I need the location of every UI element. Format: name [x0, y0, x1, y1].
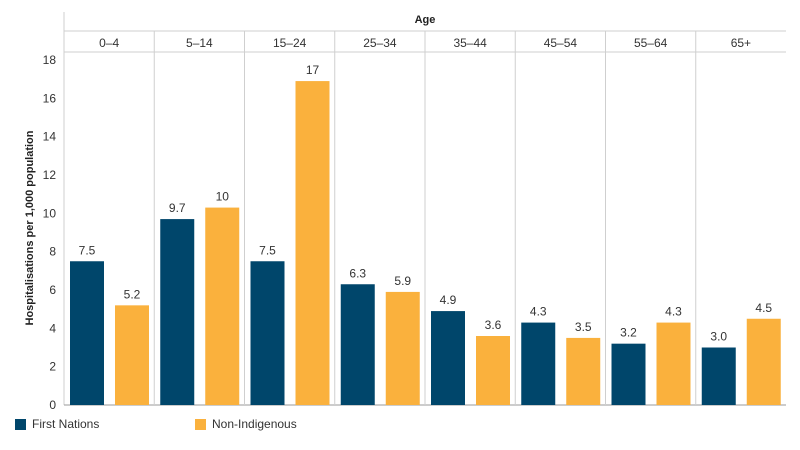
- bar-non-indigenous: [566, 337, 601, 405]
- legend-label-non-indigenous: Non-Indigenous: [212, 417, 297, 431]
- facet-label: 0–4: [99, 36, 119, 50]
- x-axis-title: Age: [415, 14, 436, 26]
- legend-swatch-non-indigenous: [195, 418, 206, 430]
- bar-value-label: 17: [306, 63, 320, 77]
- bar-value-label: 4.3: [530, 305, 547, 319]
- y-axis-title: Hospitalisations per 1,000 population: [24, 130, 36, 325]
- y-tick-label: 8: [49, 245, 56, 259]
- facet-label: 65+: [731, 36, 751, 50]
- y-tick-label: 12: [43, 168, 57, 182]
- legend-swatch-first-nations: [15, 418, 26, 430]
- bar-value-label: 3.6: [485, 318, 502, 332]
- bar-non-indigenous: [476, 336, 510, 405]
- bar-first-nations: [250, 261, 285, 405]
- bar-non-indigenous: [115, 305, 149, 405]
- bar-first-nations: [160, 219, 195, 405]
- y-axis-ticks: 0 2 4 6 8 10 12 14 16 18: [43, 53, 57, 412]
- bar-non-indigenous: [295, 81, 330, 405]
- facet-label: 45–54: [544, 36, 578, 50]
- bar-value-labels: 7.5 5.2 9.7 10 7.5 17 6.3 5.9 4.9 3.6 4.3 3.5 3.2 4.3…: [79, 63, 773, 343]
- bar-first-nations: [431, 311, 465, 405]
- bar-non-indigenous: [656, 322, 691, 405]
- bar-value-label: 5.9: [394, 274, 411, 288]
- bar-value-label: 3.0: [710, 330, 727, 344]
- bar-value-label: 3.5: [575, 320, 592, 334]
- y-tick-label: 0: [49, 398, 56, 412]
- facet-label: 55–64: [634, 36, 668, 50]
- bar-value-label: 5.2: [124, 287, 141, 301]
- bar-value-label: 6.3: [349, 266, 366, 280]
- y-tick-label: 2: [49, 360, 56, 374]
- legend-item-first-nations: First Nations: [15, 416, 99, 432]
- bar-non-indigenous: [746, 318, 781, 405]
- facet-label: 35–44: [453, 36, 487, 50]
- legend-item-non-indigenous: Non-Indigenous: [195, 416, 297, 432]
- bar-value-label: 7.5: [259, 243, 276, 257]
- bar-value-label: 10: [216, 190, 230, 204]
- y-tick-label: 4: [49, 321, 56, 335]
- bar-first-nations: [611, 343, 646, 405]
- bar-value-label: 3.2: [620, 326, 637, 340]
- bar-non-indigenous: [385, 291, 420, 405]
- bar-value-label: 4.5: [755, 301, 772, 315]
- bars: [70, 81, 781, 405]
- y-tick-label: 10: [43, 206, 57, 220]
- y-tick-label: 14: [43, 130, 57, 144]
- age-facets: 0–4 5–14 15–24 25–34 35–44 45–54 55–64 65+: [99, 31, 751, 405]
- y-tick-label: 16: [43, 91, 57, 105]
- bar-first-nations: [70, 261, 104, 405]
- facet-label: 25–34: [363, 36, 397, 50]
- bar-first-nations: [521, 322, 556, 405]
- legend-label-first-nations: First Nations: [32, 417, 100, 431]
- y-tick-label: 6: [49, 283, 56, 297]
- bar-non-indigenous: [205, 207, 240, 405]
- facet-label: 5–14: [186, 36, 213, 50]
- y-tick-label: 18: [43, 53, 57, 67]
- bar-value-label: 4.3: [665, 305, 682, 319]
- bar-first-nations: [340, 284, 375, 405]
- bar-value-label: 9.7: [169, 201, 186, 215]
- facet-label: 15–24: [273, 36, 307, 50]
- bar-value-label: 4.9: [440, 293, 457, 307]
- bar-value-label: 7.5: [79, 243, 96, 257]
- bar-first-nations: [701, 347, 736, 405]
